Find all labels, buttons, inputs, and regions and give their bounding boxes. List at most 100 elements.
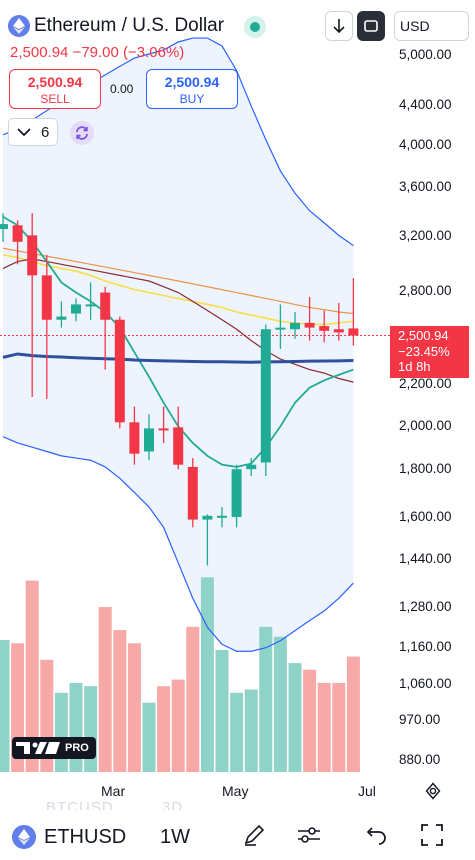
undo-button[interactable]: [366, 825, 388, 850]
sliders-icon: [298, 827, 320, 843]
expand-icon: [421, 824, 443, 846]
scroll-down-button[interactable]: [325, 11, 353, 41]
candle-body: [41, 275, 52, 320]
y-axis-label: 880.00: [399, 752, 441, 767]
candle-body: [56, 316, 67, 320]
candle-body: [12, 225, 23, 242]
y-axis-label: 4,000.00: [399, 137, 452, 152]
candle-body: [114, 319, 125, 423]
moving-average-long: [2, 352, 354, 364]
pro-label: PRO: [65, 742, 89, 754]
candle-body: [71, 304, 81, 314]
volume-bar: [98, 607, 112, 772]
candle-body: [275, 327, 286, 330]
candle-body: [246, 464, 257, 470]
volume-bar: [230, 692, 244, 772]
rectangle-icon: [364, 20, 378, 32]
last-price: 2,500.94: [398, 328, 449, 343]
y-axis-label: 1,800.00: [399, 461, 452, 476]
y-axis-label: 1,160.00: [399, 639, 452, 654]
bollinger-lower-line: [2, 436, 354, 652]
y-axis-label: 2,800.00: [399, 283, 452, 298]
currency-label: USD: [400, 18, 430, 34]
candle-body: [187, 466, 198, 520]
volume-bar: [200, 577, 214, 772]
symbol-title[interactable]: Ethereum / U.S. Dollar: [34, 15, 225, 36]
bollinger-band-fill: [3, 38, 354, 652]
fullscreen-toggle-button[interactable]: [357, 11, 385, 41]
y-axis-label: 3,200.00: [399, 228, 452, 243]
symbol-search-button[interactable]: ETHUSD: [44, 826, 127, 848]
bar-countdown: 1d 8h: [398, 359, 431, 374]
volume-bar: [171, 679, 185, 772]
indicators-button[interactable]: [296, 823, 322, 852]
candle-body: [290, 322, 300, 330]
volume-bar: [273, 636, 287, 772]
buy-button[interactable]: 2,500.94 BUY: [146, 69, 238, 109]
timeframe-button[interactable]: 1W: [160, 826, 190, 848]
bottom-toolbar: ETHUSD 1W: [0, 810, 475, 860]
sell-button[interactable]: 2,500.94 SELL: [9, 69, 101, 109]
sync-icon[interactable]: [70, 121, 94, 145]
candle-body: [158, 428, 169, 431]
y-axis-label: 970.00: [399, 712, 441, 727]
y-axis-label: 1,280.00: [399, 599, 452, 614]
candle-body: [319, 326, 330, 331]
y-axis-label: 4,400.00: [399, 97, 452, 112]
buy-price: 2,500.94: [164, 74, 220, 90]
sell-price: 2,500.94: [27, 74, 83, 90]
y-axis-label: 1,060.00: [399, 676, 452, 691]
y-axis-label: 1,600.00: [399, 509, 452, 524]
candle-body: [217, 515, 227, 518]
volume-bar: [259, 626, 273, 772]
volume-bar: [317, 682, 331, 772]
last-price-tag: 2,500.94 −23.45% 1d 8h: [390, 326, 469, 378]
market-open-status-icon: [244, 16, 266, 38]
volume-bar: [84, 686, 98, 772]
moving-average-brown: [2, 258, 354, 383]
volume-bar: [346, 656, 360, 772]
candle-body: [231, 469, 242, 518]
chevron-down-icon: [17, 128, 31, 137]
candle-body: [0, 224, 8, 230]
volume-bar: [303, 669, 317, 772]
volume-bar: [113, 630, 127, 772]
drawing-tools-button[interactable]: [242, 823, 266, 852]
x-axis-label: May: [222, 783, 249, 799]
volume-bar: [127, 643, 141, 772]
y-axis-label: 2,200.00: [399, 376, 452, 391]
candle-body: [85, 304, 96, 307]
price-change-percent: −23.45%: [398, 343, 450, 359]
y-axis-label: 3,600.00: [399, 179, 452, 194]
moving-average-orange: [2, 247, 354, 315]
fullscreen-button[interactable]: [420, 823, 444, 852]
volume-bar: [244, 689, 258, 772]
volume-bar: [142, 702, 156, 772]
volume-bar: [0, 640, 10, 772]
candle-body: [100, 292, 111, 320]
candle-body: [333, 329, 344, 333]
x-axis-label: Jul: [358, 783, 376, 799]
volume-bar: [332, 682, 346, 772]
volume-bar: [215, 649, 229, 772]
volume-bar: [25, 580, 39, 772]
candle-body: [27, 235, 38, 276]
candle-body: [144, 428, 154, 452]
ethereum-logo-icon: [12, 825, 36, 849]
indicators-toggle[interactable]: 6: [8, 118, 58, 146]
pencil-icon: [244, 824, 265, 846]
chart-settings-button[interactable]: [424, 782, 442, 805]
spread-value: 0.00: [110, 82, 134, 96]
undo-icon: [366, 827, 386, 845]
sell-label: SELL: [40, 92, 70, 106]
currency-select[interactable]: USD: [394, 11, 469, 41]
volume-bar: [157, 686, 171, 772]
buy-label: BUY: [179, 92, 205, 106]
x-axis-label: Mar: [101, 783, 126, 799]
volume-bar: [186, 626, 200, 772]
candle-body: [260, 329, 271, 463]
tradingview-pro-badge: PRO: [12, 737, 96, 759]
candle-body: [348, 328, 359, 336]
gear-icon: [425, 782, 441, 800]
